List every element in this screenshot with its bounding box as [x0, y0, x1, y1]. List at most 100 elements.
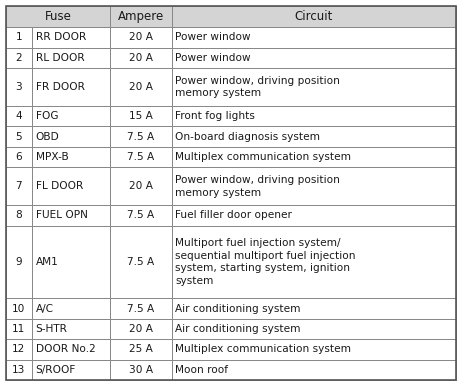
Bar: [32, 205, 110, 226]
Bar: [110, 298, 172, 319]
Text: FR DOOR: FR DOOR: [36, 82, 84, 92]
Bar: [32, 68, 110, 106]
Text: Power window: Power window: [175, 53, 251, 63]
Bar: [32, 27, 110, 48]
Bar: [32, 226, 110, 298]
Bar: [172, 319, 456, 339]
Text: Power window, driving position
memory system: Power window, driving position memory sy…: [175, 76, 340, 98]
Bar: [32, 147, 110, 167]
Bar: [172, 167, 456, 205]
Bar: [6, 360, 32, 380]
Bar: [6, 106, 32, 126]
Bar: [110, 167, 172, 205]
Text: 7.5 A: 7.5 A: [127, 257, 155, 267]
Text: Air conditioning system: Air conditioning system: [175, 324, 301, 334]
Text: MPX-B: MPX-B: [36, 152, 68, 162]
Bar: [110, 319, 172, 339]
Bar: [32, 48, 110, 68]
Text: 20 A: 20 A: [129, 53, 153, 63]
Bar: [6, 68, 32, 106]
Bar: [110, 48, 172, 68]
Text: 7: 7: [16, 181, 22, 191]
Bar: [110, 147, 172, 167]
Text: 1: 1: [16, 33, 22, 43]
Text: Power window, driving position
memory system: Power window, driving position memory sy…: [175, 175, 340, 197]
Text: Multiplex communication system: Multiplex communication system: [175, 152, 351, 162]
Bar: [32, 339, 110, 360]
Text: S/ROOF: S/ROOF: [36, 365, 76, 375]
Bar: [172, 27, 456, 48]
Text: 7.5 A: 7.5 A: [127, 132, 155, 142]
Text: 9: 9: [16, 257, 22, 267]
Bar: [32, 126, 110, 147]
Text: S-HTR: S-HTR: [36, 324, 68, 334]
Bar: [6, 126, 32, 147]
Bar: [172, 126, 456, 147]
Bar: [6, 48, 32, 68]
Text: Ampere: Ampere: [118, 10, 164, 23]
Text: Fuse: Fuse: [45, 10, 71, 23]
Bar: [110, 126, 172, 147]
Text: 7.5 A: 7.5 A: [127, 152, 155, 162]
Text: 2: 2: [16, 53, 22, 63]
Bar: [110, 6, 172, 27]
Text: OBD: OBD: [36, 132, 59, 142]
Text: Front fog lights: Front fog lights: [175, 111, 255, 121]
Bar: [110, 226, 172, 298]
Bar: [6, 319, 32, 339]
Text: 12: 12: [12, 344, 25, 354]
Text: Multiplex communication system: Multiplex communication system: [175, 344, 351, 354]
Text: 8: 8: [15, 210, 22, 220]
Bar: [172, 68, 456, 106]
Text: 20 A: 20 A: [129, 82, 153, 92]
Bar: [6, 27, 32, 48]
Text: AM1: AM1: [36, 257, 58, 267]
Bar: [110, 106, 172, 126]
Bar: [172, 298, 456, 319]
Text: Multiport fuel injection system/
sequential multiport fuel injection
system, sta: Multiport fuel injection system/ sequent…: [175, 238, 356, 286]
Bar: [110, 205, 172, 226]
Bar: [172, 339, 456, 360]
Bar: [172, 205, 456, 226]
Text: 20 A: 20 A: [129, 33, 153, 43]
Bar: [172, 48, 456, 68]
Text: Air conditioning system: Air conditioning system: [175, 304, 301, 314]
Bar: [110, 360, 172, 380]
Bar: [32, 167, 110, 205]
Bar: [172, 106, 456, 126]
Bar: [6, 167, 32, 205]
Bar: [110, 68, 172, 106]
Text: 7.5 A: 7.5 A: [127, 210, 155, 220]
Text: DOOR No.2: DOOR No.2: [36, 344, 95, 354]
Bar: [6, 339, 32, 360]
Text: A/C: A/C: [36, 304, 54, 314]
Bar: [6, 205, 32, 226]
Text: Circuit: Circuit: [295, 10, 333, 23]
Bar: [172, 360, 456, 380]
Bar: [6, 6, 110, 27]
Text: Fuel filler door opener: Fuel filler door opener: [175, 210, 292, 220]
Text: RL DOOR: RL DOOR: [36, 53, 84, 63]
Bar: [6, 226, 32, 298]
Text: 15 A: 15 A: [129, 111, 153, 121]
Text: 13: 13: [12, 365, 26, 375]
Bar: [110, 27, 172, 48]
Bar: [32, 298, 110, 319]
Text: 25 A: 25 A: [129, 344, 153, 354]
Text: 20 A: 20 A: [129, 324, 153, 334]
Bar: [32, 319, 110, 339]
Bar: [32, 360, 110, 380]
Text: 5: 5: [16, 132, 22, 142]
Bar: [32, 106, 110, 126]
Bar: [110, 339, 172, 360]
Text: FOG: FOG: [36, 111, 58, 121]
Bar: [6, 147, 32, 167]
Bar: [172, 6, 456, 27]
Text: 10: 10: [12, 304, 26, 314]
Text: RR DOOR: RR DOOR: [36, 33, 86, 43]
Text: Power window: Power window: [175, 33, 251, 43]
Bar: [172, 226, 456, 298]
Text: FUEL OPN: FUEL OPN: [36, 210, 87, 220]
Text: Moon roof: Moon roof: [175, 365, 228, 375]
Text: 3: 3: [15, 82, 22, 92]
